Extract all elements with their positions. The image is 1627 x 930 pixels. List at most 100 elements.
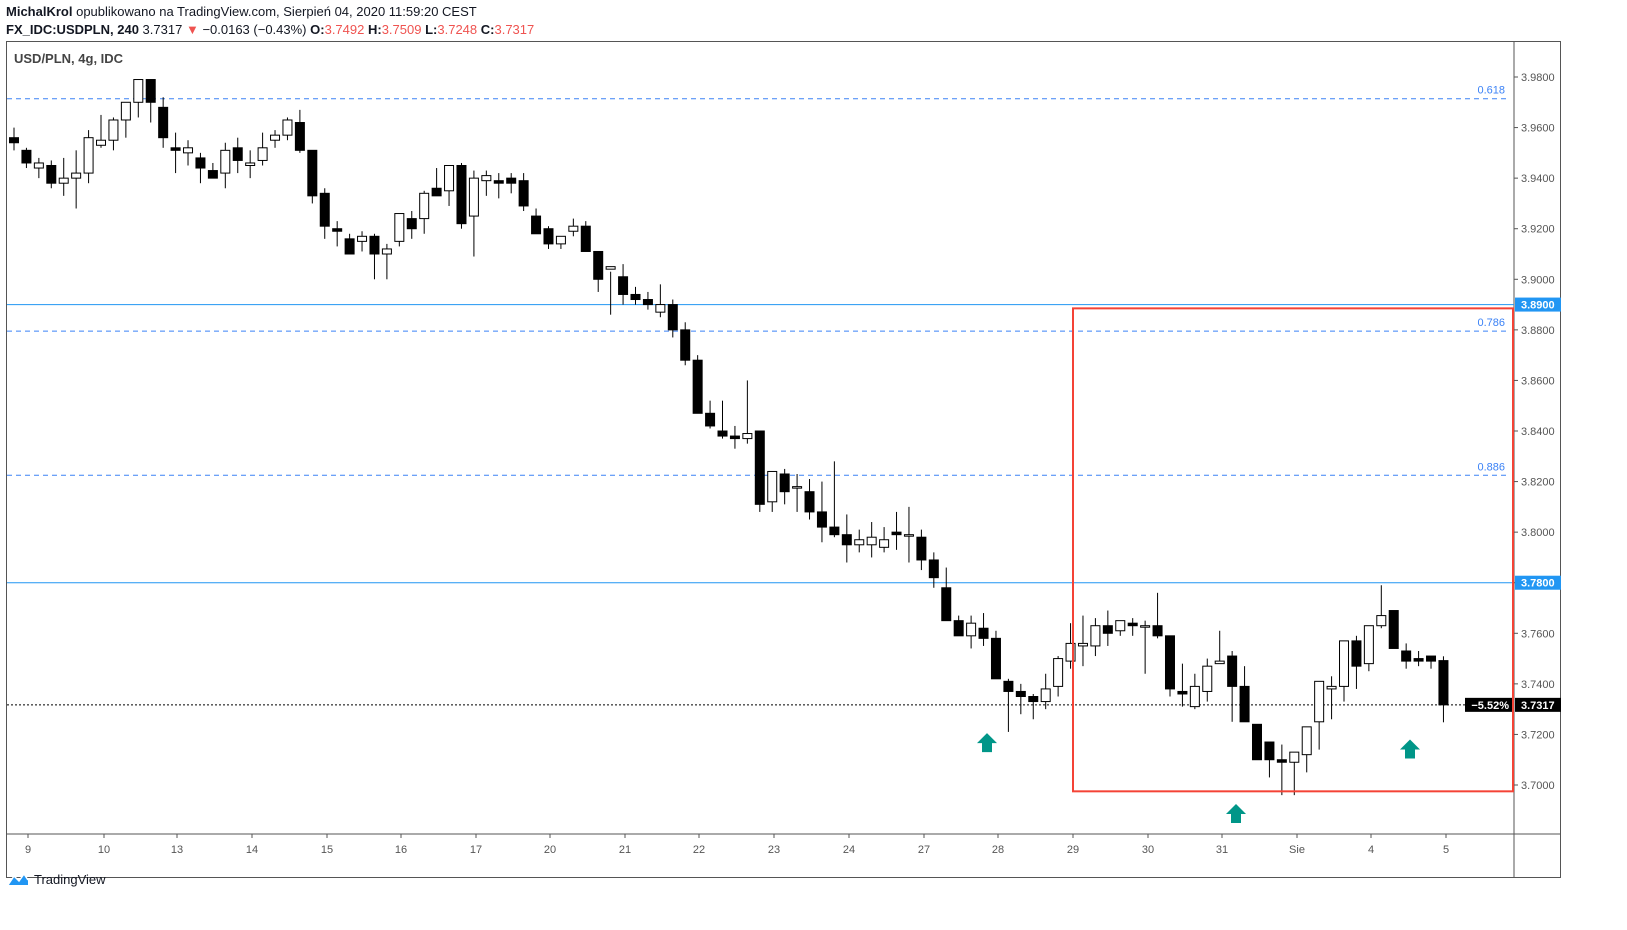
candle-down <box>9 137 19 144</box>
candle-down <box>21 149 32 164</box>
candle-down <box>232 147 243 161</box>
candle-down <box>717 430 728 437</box>
candle-up <box>605 266 616 270</box>
chart-symbol-label: USD/PLN, 4g, IDC <box>14 51 124 66</box>
candle-down <box>170 147 181 151</box>
candle-down <box>369 235 380 255</box>
candle-down <box>294 122 305 151</box>
tradingview-logo-icon <box>7 872 29 886</box>
candle-down <box>319 192 330 227</box>
time-tick-label: 29 <box>1067 844 1079 856</box>
symbol-name: FX_IDC:USDPLN, 240 <box>6 22 139 37</box>
candle-down <box>642 299 653 306</box>
candle-up <box>792 486 803 489</box>
highlight-rectangle <box>1072 307 1514 793</box>
price-tick-label: 3.9000 <box>1521 274 1555 286</box>
price-level-badge-label: 3.8900 <box>1521 300 1555 312</box>
high-value: 3.7509 <box>381 22 422 37</box>
candle-up <box>282 119 293 136</box>
current-price-label: 3.7317 <box>1521 700 1555 712</box>
fib-level-label: 0.886 <box>1477 461 1505 473</box>
candle-down <box>518 180 529 207</box>
tradingview-brand-text: TradingView <box>34 871 106 887</box>
candle-up <box>108 119 119 141</box>
candle-down <box>195 157 206 169</box>
candle-up <box>468 177 479 217</box>
tradingview-brand[interactable]: TradingView <box>6 871 106 887</box>
candle-down <box>754 430 765 505</box>
open-value: 3.7492 <box>324 22 365 37</box>
candle-down <box>692 359 703 414</box>
candle-up <box>966 622 977 637</box>
candle-down <box>1239 685 1250 723</box>
candle-up <box>245 162 256 167</box>
candle-down <box>406 218 417 230</box>
triangle-down-icon: ▼ <box>185 22 199 37</box>
arrow-up-icon <box>1400 739 1420 759</box>
candle-down <box>307 149 318 197</box>
candle-down <box>1102 625 1113 634</box>
fib-level-label: 0.786 <box>1477 317 1505 329</box>
low-label: L: <box>425 22 438 37</box>
candle-up <box>1090 625 1101 647</box>
candle-up <box>879 539 890 548</box>
candle-down <box>953 620 964 637</box>
candle-down <box>344 238 355 255</box>
candle-down <box>1177 690 1188 695</box>
candle-down <box>779 473 790 493</box>
candle-down <box>816 511 827 528</box>
candle-down <box>1028 696 1039 703</box>
time-tick-label: 10 <box>98 844 110 856</box>
candle-up <box>71 172 82 179</box>
candle-up <box>1040 688 1051 703</box>
candle-up <box>1189 685 1200 708</box>
candle-up <box>1339 640 1350 687</box>
candle-down <box>158 106 169 139</box>
last-price: 3.7317 <box>142 22 183 37</box>
candle-up <box>767 470 778 503</box>
open-label: O: <box>310 22 325 37</box>
candle-up <box>903 534 914 537</box>
candle-up <box>1202 665 1213 692</box>
candle-up <box>1053 658 1064 687</box>
candle-down <box>1264 741 1275 761</box>
candle-down <box>667 304 678 331</box>
candle-up <box>1301 726 1312 756</box>
fib-level-label: 0.618 <box>1477 85 1505 97</box>
close-value: 3.7317 <box>494 22 535 37</box>
candle-up <box>1065 642 1076 662</box>
candle-up <box>1077 642 1088 647</box>
price-change: −0.0163 (−0.43%) <box>202 22 307 37</box>
time-tick-label: 24 <box>843 844 855 856</box>
candle-up <box>655 304 666 313</box>
candle-up <box>1376 615 1387 627</box>
candle-down <box>1276 759 1287 763</box>
price-tick-label: 3.8400 <box>1521 426 1555 438</box>
price-level-badge <box>1515 297 1561 312</box>
candle-down <box>456 165 467 225</box>
price-tick-label: 3.8200 <box>1521 477 1555 489</box>
change-pct-badge <box>1465 697 1513 712</box>
candle-up <box>481 175 492 182</box>
price-level-badge <box>1515 575 1561 590</box>
candle-down <box>630 293 641 301</box>
candle-up <box>419 192 430 220</box>
candle-up <box>257 147 268 161</box>
candle-down <box>1438 660 1449 706</box>
candle-down <box>431 187 442 197</box>
candle-up <box>183 147 194 154</box>
author-name[interactable]: MichalKrol <box>6 4 73 19</box>
candle-down <box>1227 655 1238 687</box>
low-value: 3.7248 <box>437 22 478 37</box>
candle-down <box>1015 690 1026 698</box>
candle-down <box>493 180 504 184</box>
candle-down <box>1127 622 1138 627</box>
time-tick-label: 9 <box>25 844 31 856</box>
candle-down <box>1152 625 1163 637</box>
chart-frame[interactable] <box>6 41 1561 878</box>
candle-down <box>1252 723 1262 761</box>
candle-down <box>580 225 591 252</box>
price-tick-label: 3.9800 <box>1521 72 1555 84</box>
price-tick-label: 3.9600 <box>1521 123 1555 135</box>
